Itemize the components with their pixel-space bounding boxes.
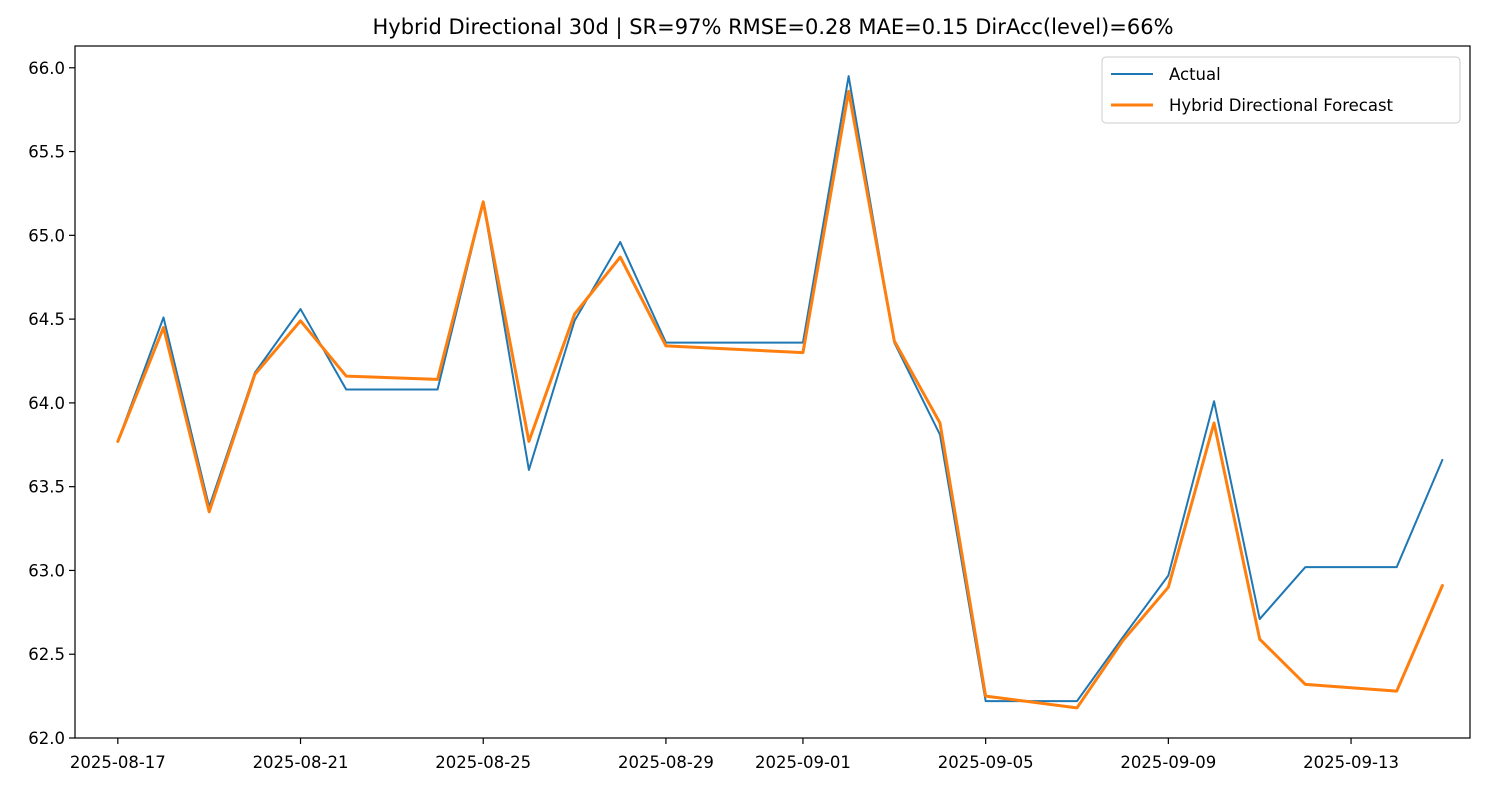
y-tick-label: 62.0 xyxy=(28,729,65,748)
x-tick-label: 2025-09-13 xyxy=(1303,753,1399,772)
y-tick-label: 65.5 xyxy=(28,143,65,162)
x-tick-label: 2025-09-05 xyxy=(938,753,1034,772)
y-tick-label: 65.0 xyxy=(28,226,65,245)
x-tick-label: 2025-09-09 xyxy=(1120,753,1216,772)
x-tick-label: 2025-08-17 xyxy=(70,753,166,772)
x-tick-label: 2025-08-29 xyxy=(618,753,714,772)
plot-area: 62.0 62.5 63.0 63.5 64.0 64.5 65.0 65.5 66.0 2025… xyxy=(28,59,1444,772)
y-tick-label: 64.5 xyxy=(28,310,65,329)
series-line-actual xyxy=(116,75,1444,703)
x-tick-label: 2025-08-21 xyxy=(253,753,349,772)
chart-title: Hybrid Directional 30d | SR=97% RMSE=0.2… xyxy=(372,15,1173,40)
legend-label: Hybrid Directional Forecast xyxy=(1169,96,1394,115)
legend-label: Actual xyxy=(1169,65,1221,84)
x-tick-label: 2025-08-25 xyxy=(435,753,531,772)
legend-box xyxy=(1101,56,1461,124)
y-tick-label: 64.0 xyxy=(28,394,65,413)
series-line-forecast xyxy=(116,89,1444,710)
y-tick-label: 66.0 xyxy=(28,59,65,78)
x-tick-label: 2025-09-01 xyxy=(755,753,851,772)
y-tick-label: 63.5 xyxy=(28,478,65,497)
y-tick-label: 63.0 xyxy=(28,561,65,580)
axes-frame xyxy=(74,45,1471,739)
y-tick-label: 62.5 xyxy=(28,645,65,664)
legend: Actual Hybrid Directional Forecast xyxy=(1101,56,1461,124)
